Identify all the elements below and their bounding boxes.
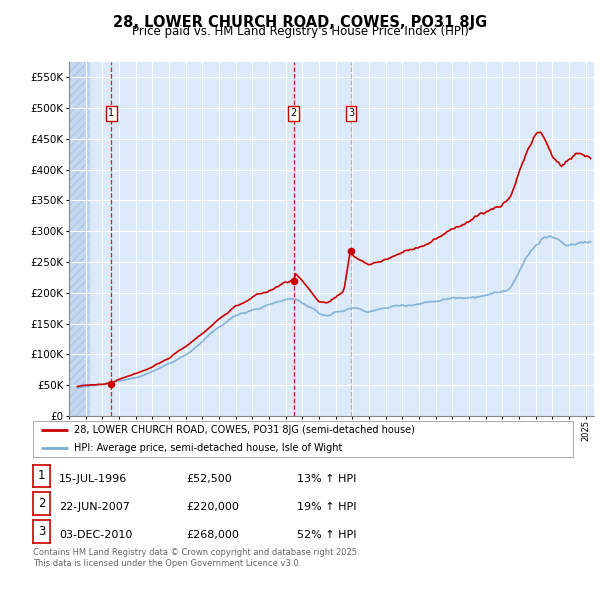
Text: £268,000: £268,000 xyxy=(186,530,239,540)
Bar xyxy=(69,62,89,416)
Text: 28, LOWER CHURCH ROAD, COWES, PO31 8JG (semi-detached house): 28, LOWER CHURCH ROAD, COWES, PO31 8JG (… xyxy=(74,425,415,435)
Bar xyxy=(69,62,89,416)
Text: 2: 2 xyxy=(290,109,296,118)
Text: 52% ↑ HPI: 52% ↑ HPI xyxy=(297,530,356,540)
Text: 19% ↑ HPI: 19% ↑ HPI xyxy=(297,502,356,512)
Text: 13% ↑ HPI: 13% ↑ HPI xyxy=(297,474,356,484)
Text: 28, LOWER CHURCH ROAD, COWES, PO31 8JG: 28, LOWER CHURCH ROAD, COWES, PO31 8JG xyxy=(113,15,487,30)
Text: £52,500: £52,500 xyxy=(186,474,232,484)
Text: Price paid vs. HM Land Registry's House Price Index (HPI): Price paid vs. HM Land Registry's House … xyxy=(131,25,469,38)
Text: 15-JUL-1996: 15-JUL-1996 xyxy=(59,474,127,484)
Text: 1: 1 xyxy=(38,470,45,483)
Text: 1: 1 xyxy=(108,109,115,118)
Text: 2: 2 xyxy=(38,497,45,510)
Text: £220,000: £220,000 xyxy=(186,502,239,512)
Text: 3: 3 xyxy=(38,525,45,538)
Text: HPI: Average price, semi-detached house, Isle of Wight: HPI: Average price, semi-detached house,… xyxy=(74,443,342,453)
Text: Contains HM Land Registry data © Crown copyright and database right 2025.
This d: Contains HM Land Registry data © Crown c… xyxy=(33,548,359,568)
Text: 22-JUN-2007: 22-JUN-2007 xyxy=(59,502,130,512)
Text: 3: 3 xyxy=(348,109,354,118)
Text: 03-DEC-2010: 03-DEC-2010 xyxy=(59,530,132,540)
